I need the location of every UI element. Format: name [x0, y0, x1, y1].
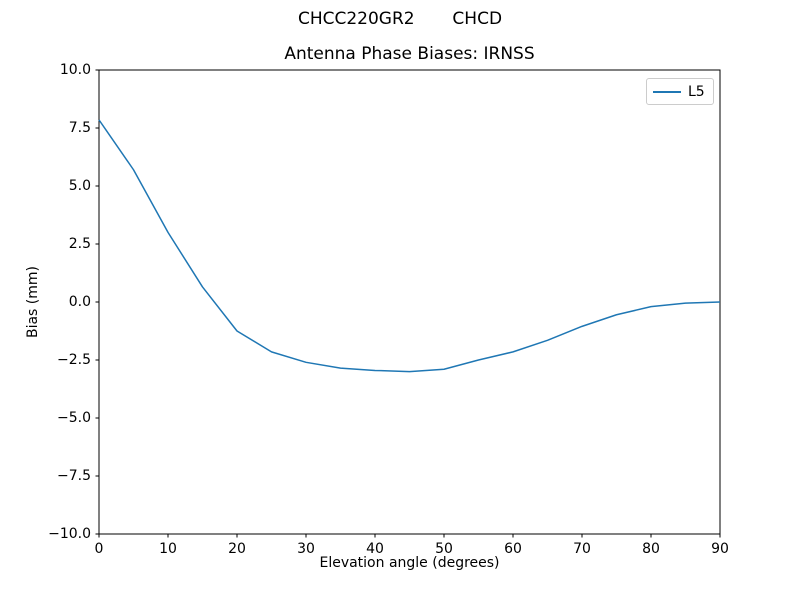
x-tick-label: 30	[297, 541, 315, 557]
y-tick-label: −5.0	[57, 410, 91, 426]
chart-title: Antenna Phase Biases: IRNSS	[284, 44, 535, 64]
y-tick-label: 2.5	[68, 236, 91, 252]
x-tick-label: 80	[642, 541, 660, 557]
x-axis-label: Elevation angle (degrees)	[319, 555, 500, 571]
legend-line-swatch	[653, 90, 681, 93]
x-tick-label: 0	[94, 541, 104, 557]
series-line-L5	[98, 119, 721, 373]
axes-spines	[98, 69, 721, 535]
x-tick-label: 70	[573, 541, 591, 557]
x-tick-label: 10	[159, 541, 177, 557]
x-tick-label: 90	[711, 541, 729, 557]
legend-entry-label: L5	[688, 83, 705, 100]
y-tick-label: 10.0	[59, 62, 91, 78]
legend: L5	[646, 78, 714, 105]
y-tick-label: −10.0	[48, 526, 91, 542]
x-tick-label: 50	[435, 541, 453, 557]
y-tick-label: 5.0	[68, 178, 91, 194]
y-tick-label: −2.5	[57, 352, 91, 368]
x-tick-label: 60	[504, 541, 522, 557]
figure-suptitle: CHCC220GR2 CHCD	[297, 9, 503, 29]
x-tick-label: 20	[228, 541, 246, 557]
x-tick-label: 40	[366, 541, 384, 557]
y-tick-label: 7.5	[68, 120, 91, 136]
y-tick-label: 0.0	[68, 294, 91, 310]
y-tick-label: −7.5	[57, 468, 91, 484]
